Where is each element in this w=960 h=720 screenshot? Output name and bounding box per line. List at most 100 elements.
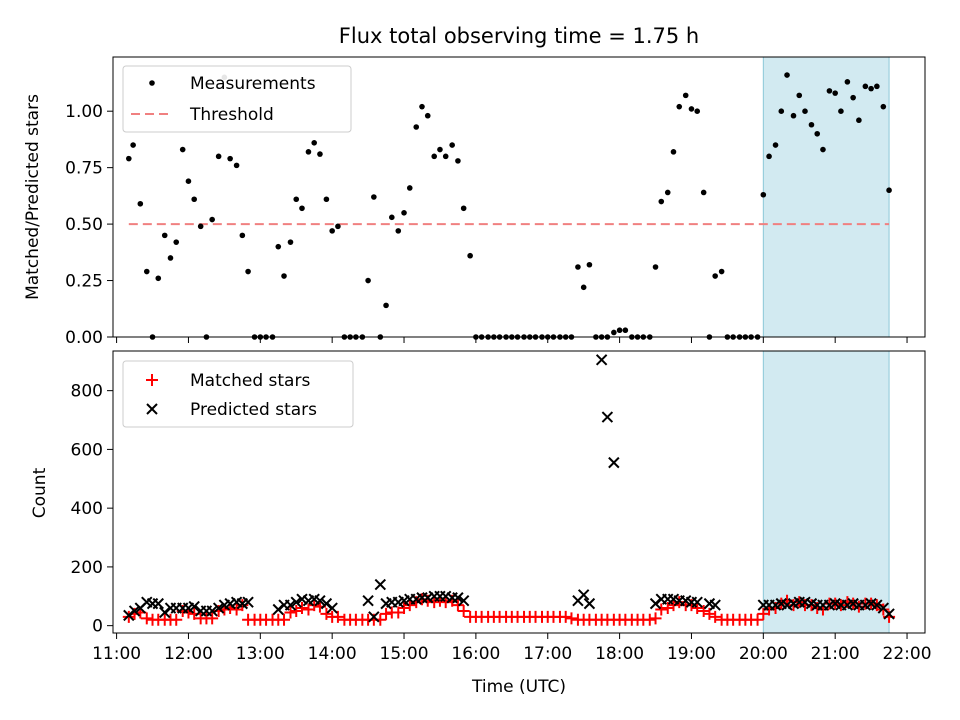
legend-threshold-label: Threshold xyxy=(189,105,274,125)
top-shaded-interval xyxy=(762,56,890,338)
matched-star-point xyxy=(122,610,135,623)
matched-star-point xyxy=(380,607,393,620)
matched-star-point xyxy=(308,599,321,612)
predicted-star-point xyxy=(362,594,374,607)
predicted-star-point xyxy=(284,599,297,611)
measurement-point xyxy=(395,228,402,234)
matched-star-point xyxy=(170,613,183,626)
measurement-point xyxy=(611,329,617,336)
top-y-tick-label: 0.25 xyxy=(65,272,103,292)
measurement-point xyxy=(778,108,785,114)
top-axes-frame xyxy=(112,56,926,338)
measurement-point xyxy=(317,151,323,157)
predicted-star-point xyxy=(608,456,620,469)
matched-star-point xyxy=(398,602,411,615)
matched-star-point xyxy=(643,613,656,626)
matched-star-point xyxy=(451,599,464,612)
measurement-point xyxy=(305,149,312,155)
top-panel: 0.00 0.25 0.50 0.75 1.00 Matched/Predicted s… xyxy=(23,56,926,348)
x-tick-label: 22:00 xyxy=(883,644,932,664)
legend-measurements-label: Measurements xyxy=(190,74,316,94)
measurement-point xyxy=(197,223,204,230)
measurement-point xyxy=(467,252,473,259)
measurement-point xyxy=(808,121,815,128)
measurement-point xyxy=(790,112,797,119)
matched-star-point xyxy=(206,612,219,625)
x-tick-label: 20:00 xyxy=(739,644,788,664)
matched-star-point xyxy=(655,603,668,616)
measurement-point xyxy=(173,239,180,245)
predicted-star-point xyxy=(601,411,614,423)
measurement-point xyxy=(406,185,413,191)
x-axis-label: Time (UTC) xyxy=(471,677,566,697)
top-y-axis-label: Matched/Predicted stars xyxy=(23,94,43,300)
measurement-point xyxy=(161,232,168,239)
measurement-point xyxy=(856,117,862,124)
measurement-point xyxy=(784,72,790,78)
measurement-point xyxy=(442,153,449,160)
bottom-legend: Matched stars Predicted stars xyxy=(122,360,354,428)
predicted-star-point xyxy=(368,611,380,623)
measurement-point xyxy=(233,162,240,169)
measurement-point xyxy=(299,205,305,212)
measurement-point xyxy=(814,130,821,137)
measurement-point xyxy=(844,79,851,85)
measurement-point xyxy=(424,112,431,119)
measurement-point xyxy=(622,327,629,334)
predicted-stars-points xyxy=(123,354,895,623)
top-y-ticks: 0.00 0.25 0.50 0.75 1.00 xyxy=(65,102,113,348)
measurement-point xyxy=(850,94,856,101)
x-tick-label: 13:00 xyxy=(236,644,285,664)
matched-star-point xyxy=(697,604,710,617)
measurement-point xyxy=(886,187,892,194)
legend-matched-label: Matched stars xyxy=(190,371,310,391)
measurement-point xyxy=(287,239,294,245)
top-y-tick-label: 0.75 xyxy=(65,159,103,179)
matched-star-point xyxy=(667,599,680,612)
measurement-point xyxy=(215,153,222,160)
measurement-point xyxy=(245,268,251,275)
measurement-point xyxy=(209,216,215,223)
matched-star-point xyxy=(295,602,308,615)
predicted-star-point xyxy=(188,600,200,613)
measurement-point xyxy=(676,103,683,110)
measurement-point xyxy=(126,155,132,162)
measurement-point xyxy=(802,108,808,114)
matched-star-point xyxy=(331,610,344,623)
matched-star-point xyxy=(320,607,333,620)
measurement-point xyxy=(419,103,425,110)
x-tick-label: 15:00 xyxy=(380,644,429,664)
predicted-star-point xyxy=(452,592,464,604)
predicted-star-point xyxy=(374,578,387,591)
legend-predicted-label: Predicted stars xyxy=(190,400,317,420)
predicted-star-point xyxy=(457,594,470,607)
measurement-point xyxy=(664,189,671,196)
legend-matched-marker xyxy=(146,374,158,386)
measurement-point xyxy=(275,243,282,250)
measurement-point xyxy=(616,327,623,334)
predicted-star-point xyxy=(871,599,883,611)
measurement-point xyxy=(191,196,197,203)
predicted-star-point xyxy=(595,354,608,366)
measurement-point xyxy=(155,275,162,282)
measurement-point xyxy=(413,124,420,130)
bottom-y-tick-label: 800 xyxy=(71,382,103,402)
bottom-y-tick-label: 400 xyxy=(71,499,103,519)
matched-star-point xyxy=(457,604,470,617)
predicted-star-point xyxy=(709,599,721,611)
measurement-point xyxy=(329,228,335,234)
measurement-point xyxy=(766,153,772,160)
x-tick-label: 12:00 xyxy=(164,644,213,664)
measurement-point xyxy=(760,191,767,198)
legend-predicted-marker xyxy=(146,403,158,415)
predicted-star-point xyxy=(326,602,338,614)
measurement-point xyxy=(700,189,707,196)
bottom-x-ticks: 11:00 12:00 13:00 14:00 15:00 16:00 17:00 18:00… xyxy=(92,633,932,664)
matched-star-point xyxy=(661,602,674,615)
predicted-star-point xyxy=(577,589,590,601)
measurement-point xyxy=(586,261,593,268)
top-x-ticks xyxy=(116,337,908,343)
predicted-star-point xyxy=(128,605,141,617)
measurement-point xyxy=(880,103,887,110)
